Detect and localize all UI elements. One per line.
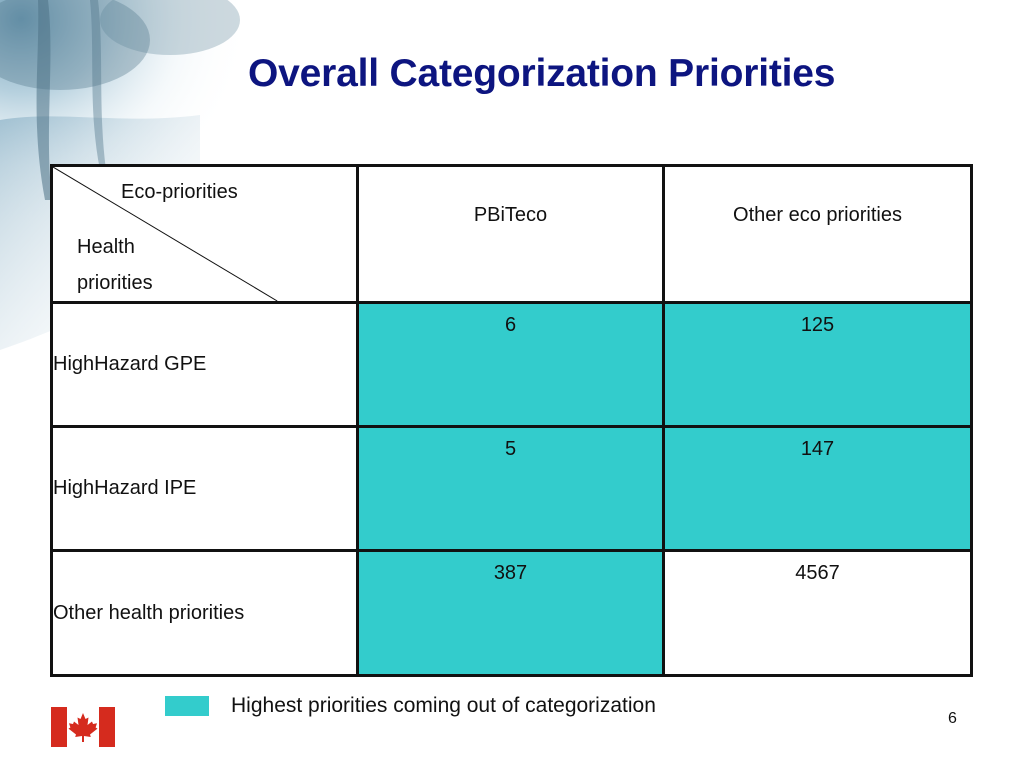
column-header-label: PBiTeco	[473, 204, 548, 226]
corner-cell: Eco-priorities Health priorities	[50, 164, 359, 304]
health-label-line2: priorities	[77, 272, 153, 294]
table-header-row: Eco-priorities Health priorities PBiTeco…	[50, 164, 973, 304]
table-row: Other health priorities 387 4567	[50, 549, 973, 677]
table-cell: 5	[356, 425, 665, 552]
health-label-line1: Health	[77, 236, 135, 258]
cell-value: 387	[493, 562, 528, 584]
table-row: HighHazard GPE 6 125	[50, 301, 973, 428]
legend-text: Highest priorities coming out of categor…	[231, 694, 656, 717]
column-header-other-eco: Other eco priorities	[662, 164, 973, 304]
column-header-label: Other eco priorities	[733, 204, 902, 226]
cell-value: 4567	[795, 562, 840, 584]
table-cell: 387	[356, 549, 665, 677]
cell-value: 5	[504, 438, 517, 460]
table-cell: 6	[356, 301, 665, 428]
row-label: HighHazard GPE	[50, 301, 359, 428]
table-cell: 125	[662, 301, 973, 428]
diagonal-divider	[53, 167, 356, 301]
canada-flag-icon	[51, 707, 115, 747]
row-label: HighHazard IPE	[50, 425, 359, 552]
cell-value: 125	[800, 314, 835, 336]
health-priorities-label: Health priorities	[77, 229, 153, 301]
priorities-table: Eco-priorities Health priorities PBiTeco…	[50, 164, 973, 677]
eco-priorities-label: Eco-priorities	[121, 181, 238, 203]
cell-value: 6	[504, 314, 517, 336]
table-cell: 4567	[662, 549, 973, 677]
legend-swatch	[165, 696, 209, 716]
slide-title: Overall Categorization Priorities	[248, 52, 836, 95]
table-cell: 147	[662, 425, 973, 552]
column-header-pbiteco: PBiTeco	[356, 164, 665, 304]
row-label: Other health priorities	[50, 549, 359, 677]
cell-value: 147	[800, 438, 835, 460]
table-row: HighHazard IPE 5 147	[50, 425, 973, 552]
page-number: 6	[948, 710, 957, 727]
